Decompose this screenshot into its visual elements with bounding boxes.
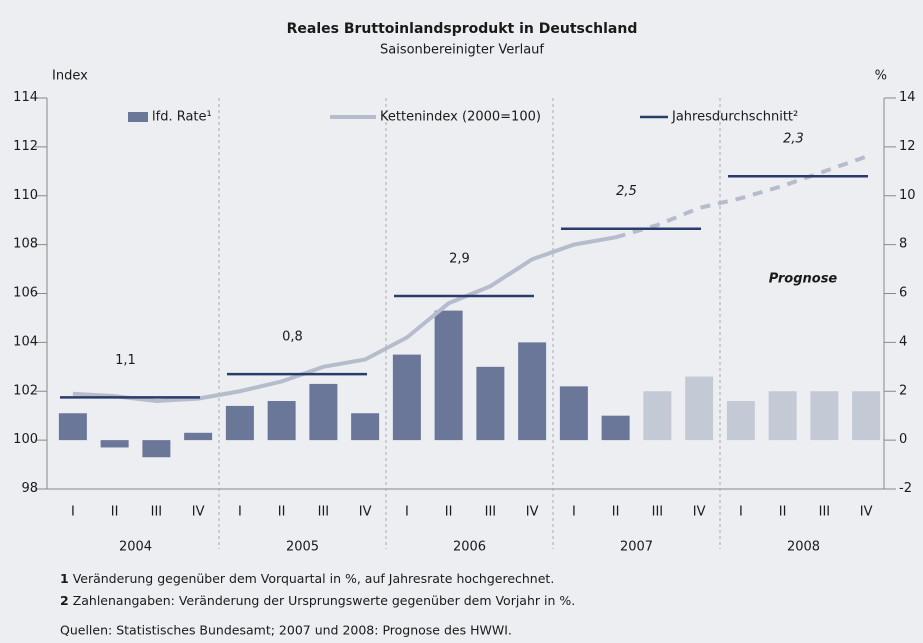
bar: [518, 342, 547, 441]
y2-tick-label: 10: [899, 188, 916, 203]
y2-tick-label: 8: [899, 237, 907, 252]
footnote: 2 Zahlenangaben: Veränderung der Ursprun…: [60, 593, 575, 608]
x-tick-label: I: [238, 505, 242, 520]
y-tick-label: 102: [13, 383, 38, 398]
legend-label: lfd. Rate¹: [152, 110, 212, 125]
x-tick-label: II: [779, 505, 787, 520]
bar: [225, 405, 254, 441]
year-label: 2006: [453, 540, 486, 555]
value-label: 2,5: [616, 184, 637, 199]
legend-label: Kettenindex (2000=100): [380, 110, 541, 125]
bar: [726, 401, 755, 441]
x-tick-label: I: [405, 505, 409, 520]
y-tick-label: 104: [13, 334, 38, 349]
footnote-text: Zahlenangaben: Veränderung der Ursprungs…: [73, 593, 576, 608]
x-tick-label: IV: [526, 505, 539, 520]
bar: [810, 391, 839, 441]
value-label: 2,9: [449, 251, 470, 266]
bar: [351, 413, 380, 441]
y-tick-label: 106: [13, 286, 38, 301]
x-tick-label: III: [151, 505, 163, 520]
y2-tick-label: 4: [899, 334, 907, 349]
x-tick-label: II: [445, 505, 453, 520]
y-tick-label: 110: [13, 188, 38, 203]
legend-swatch: [128, 112, 148, 122]
bar: [476, 366, 505, 441]
y2-tick-label: 14: [899, 90, 916, 105]
bar: [309, 383, 338, 441]
year-label: 2005: [286, 540, 319, 555]
bar: [643, 391, 672, 441]
x-tick-label: II: [278, 505, 286, 520]
value-label: 0,8: [282, 330, 303, 345]
bar: [267, 401, 296, 441]
y-tick-label: 98: [21, 481, 38, 496]
x-tick-label: II: [612, 505, 620, 520]
y2-tick-label: -2: [899, 481, 912, 496]
bar: [852, 391, 881, 441]
x-tick-label: III: [318, 505, 330, 520]
x-tick-label: II: [111, 505, 119, 520]
x-tick-label: IV: [860, 505, 873, 520]
bar: [142, 440, 171, 458]
y-tick-label: 108: [13, 237, 38, 252]
bar: [559, 386, 588, 441]
y-axis-label: Index: [52, 69, 88, 84]
y-tick-label: 100: [13, 432, 38, 447]
y2-axis-label: %: [875, 69, 887, 84]
year-label: 2008: [787, 540, 820, 555]
bar: [601, 415, 630, 441]
chain-index-line: [615, 154, 867, 240]
footnote-number: 1: [60, 571, 69, 586]
x-tick-label: I: [739, 505, 743, 520]
chart-title: Reales Bruttoinlandsprodukt in Deutschla…: [287, 21, 638, 37]
x-tick-label: III: [485, 505, 497, 520]
y-tick-label: 112: [13, 139, 38, 154]
y2-tick-label: 12: [899, 139, 916, 154]
bar: [58, 413, 87, 441]
x-tick-label: IV: [693, 505, 706, 520]
footnote: 1 Veränderung gegenüber dem Vorquartal i…: [60, 571, 554, 586]
bar: [100, 440, 129, 448]
year-label: 2007: [620, 540, 653, 555]
y-tick-label: 114: [13, 90, 38, 105]
y2-tick-label: 6: [899, 286, 907, 301]
x-tick-label: I: [71, 505, 75, 520]
x-tick-label: III: [652, 505, 664, 520]
bar: [184, 432, 213, 441]
bar: [685, 376, 714, 441]
chart-subtitle: Saisonbereinigter Verlauf: [380, 43, 544, 58]
year-label: 2004: [119, 540, 152, 555]
bar: [392, 354, 421, 441]
source: Quellen: Statistisches Bundesamt; 2007 u…: [60, 623, 512, 638]
footnote-number: 2: [60, 593, 69, 608]
forecast-label: Prognose: [769, 272, 838, 287]
x-tick-label: IV: [359, 505, 372, 520]
bar: [768, 391, 797, 441]
footnote-text: Veränderung gegenüber dem Vorquartal in …: [73, 571, 555, 586]
chain-index-line: [72, 235, 616, 404]
x-tick-label: III: [819, 505, 831, 520]
y2-tick-label: 0: [899, 432, 907, 447]
value-label: 1,1: [115, 353, 136, 368]
y2-tick-label: 2: [899, 383, 907, 398]
legend-label: Jahresdurchschnitt²: [671, 110, 798, 125]
value-label: 2,3: [783, 132, 804, 147]
x-tick-label: I: [572, 505, 576, 520]
x-tick-label: IV: [192, 505, 205, 520]
bar: [434, 310, 463, 441]
